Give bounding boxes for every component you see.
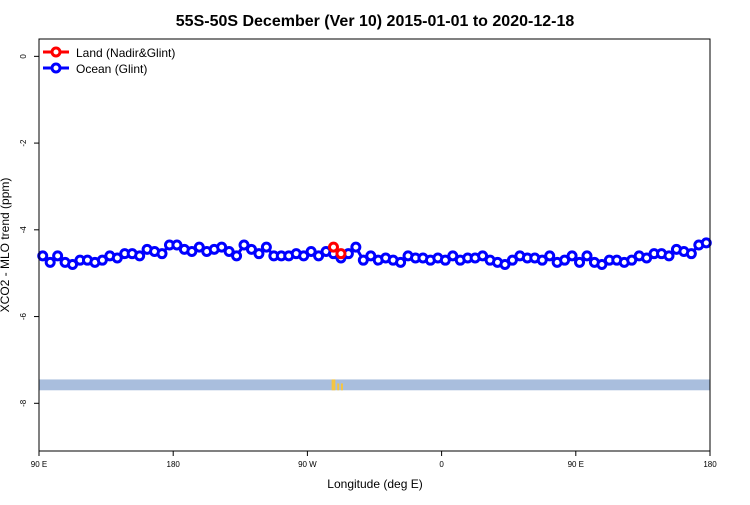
plot-frame (38, 38, 711, 452)
land-band-highlight (331, 379, 336, 391)
data-point (663, 250, 675, 262)
data-point (544, 250, 556, 262)
chart-title: 55S-50S December (Ver 10) 2015-01-01 to … (176, 13, 575, 30)
data-point (260, 241, 272, 253)
data-point (685, 248, 697, 260)
data-point (350, 241, 362, 253)
y-axis-label: XCO2 - MLO trend (ppm) (0, 178, 12, 313)
data-point (216, 241, 228, 253)
data-point (395, 256, 407, 268)
land-band (39, 379, 710, 391)
series-layer (37, 237, 712, 271)
data-point (37, 250, 49, 262)
data-point (305, 246, 317, 258)
x-tick-label: 180 (703, 460, 717, 469)
data-point (596, 259, 608, 271)
y-ticks: 0 -2 -4 -6 -8 (19, 54, 39, 407)
data-point (641, 252, 653, 264)
data-point (574, 256, 586, 268)
data-point (238, 239, 250, 251)
data-point (536, 254, 548, 266)
data-point (335, 248, 347, 260)
data-point (559, 254, 571, 266)
land-band-highlight (337, 383, 340, 391)
x-axis-label: Longitude (deg E) (327, 477, 422, 491)
data-point (186, 246, 198, 258)
data-point (581, 250, 593, 262)
x-tick-label: 90 E (31, 460, 47, 469)
data-point (156, 248, 168, 260)
data-point (96, 254, 108, 266)
x-ticks: 90 E 180 90 W 0 90 E 180 (31, 451, 717, 469)
y-tick-label: 0 (19, 54, 28, 59)
data-point (253, 248, 265, 260)
data-point (626, 254, 638, 266)
land-band-highlight (340, 383, 343, 391)
data-point (477, 250, 489, 262)
legend-label-land: Land (Nadir&Glint) (76, 46, 175, 60)
data-point (298, 250, 310, 262)
data-point (111, 252, 123, 264)
land-band-strip (39, 379, 710, 391)
data-point (52, 250, 64, 262)
data-point (357, 254, 369, 266)
y-tick-label: -6 (19, 312, 28, 320)
x-tick-label: 0 (439, 460, 444, 469)
data-point (44, 256, 56, 268)
data-point (231, 250, 243, 262)
data-point (223, 246, 235, 258)
data-point (313, 250, 325, 262)
x-tick-label: 180 (167, 460, 181, 469)
data-point (245, 243, 257, 255)
data-point (171, 239, 183, 251)
data-point (499, 259, 511, 271)
y-tick-label: -8 (19, 399, 28, 407)
legend-item-land: Land (Nadir&Glint) (43, 46, 175, 60)
data-point (67, 259, 79, 271)
legend: Land (Nadir&Glint) Ocean (Glint) (43, 46, 175, 76)
data-point (439, 254, 451, 266)
legend-item-ocean: Ocean (Glint) (43, 62, 147, 76)
data-point (134, 250, 146, 262)
data-point (327, 241, 339, 253)
data-point (700, 237, 712, 249)
legend-label-ocean: Ocean (Glint) (76, 62, 147, 76)
x-tick-label: 90 E (568, 460, 584, 469)
data-point (506, 254, 518, 266)
data-point (566, 250, 578, 262)
data-point (193, 241, 205, 253)
x-tick-label: 90 W (298, 460, 317, 469)
y-tick-label: -4 (19, 226, 28, 234)
y-tick-label: -2 (19, 139, 28, 147)
data-point (447, 250, 459, 262)
data-point (365, 250, 377, 262)
